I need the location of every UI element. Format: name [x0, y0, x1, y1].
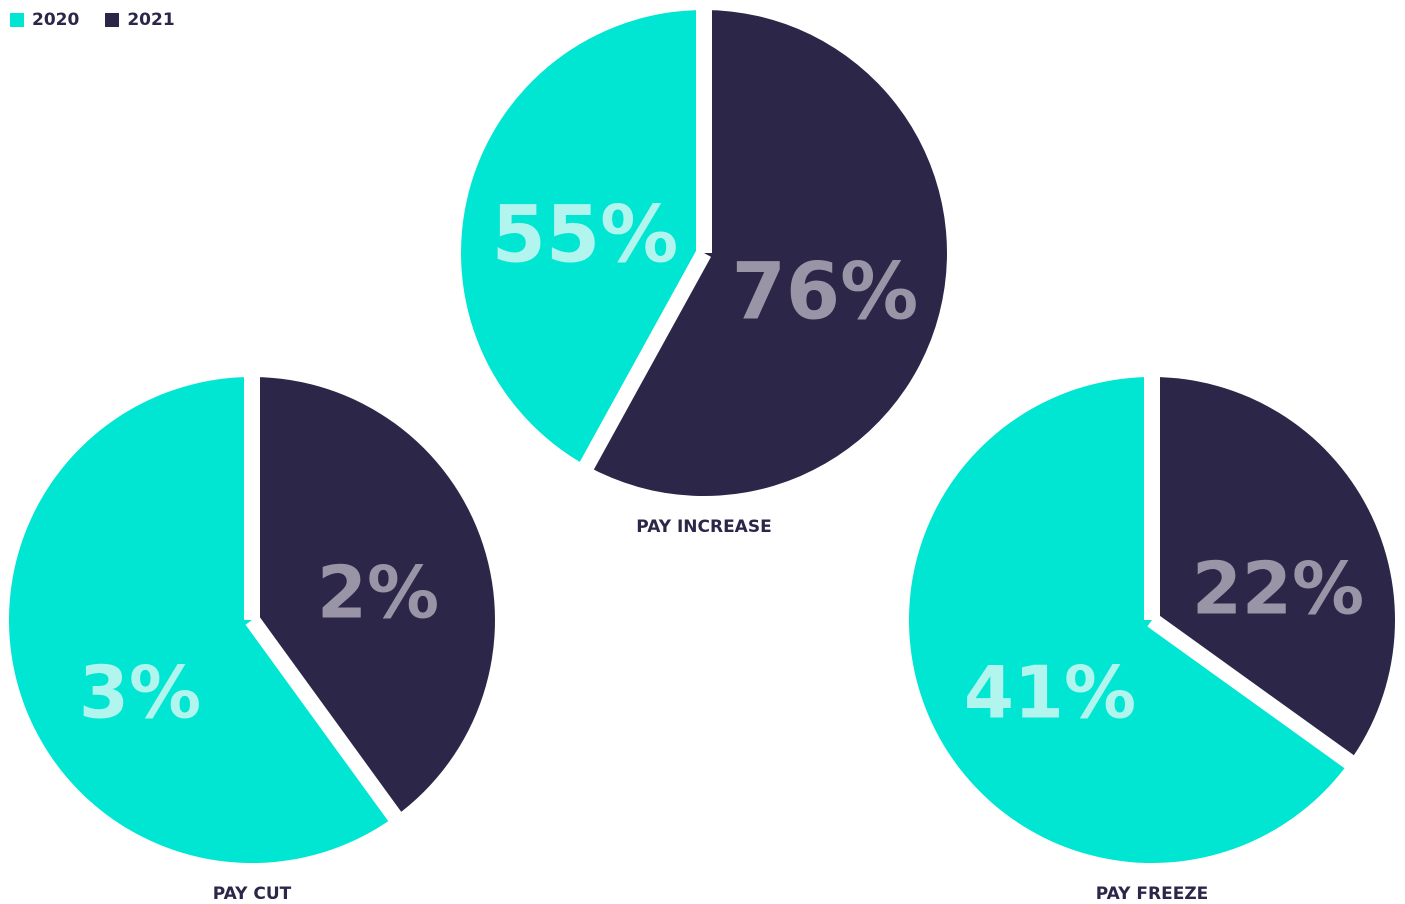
- pie-title-pay-freeze: PAY FREEZE: [1096, 884, 1209, 904]
- pie-pay-cut: 3% 2% PAY CUT: [8, 373, 495, 904]
- legend-swatch-2021: [105, 13, 120, 27]
- data-label-2021-pay-increase: 76%: [732, 247, 919, 337]
- chart-legend: 2020 2021: [10, 10, 175, 30]
- slice-2020-pay-cut: [8, 377, 395, 864]
- pie-title-pay-increase: PAY INCREASE: [636, 517, 771, 537]
- slice-2021-pay-increase: [586, 10, 948, 496]
- slice-divider-pay-cut-1: [245, 615, 404, 825]
- slice-divider-pay-increase-1: [577, 249, 712, 474]
- data-label-2021-pay-freeze: 22%: [1192, 547, 1364, 631]
- slice-divider-pay-freeze-1: [1147, 613, 1358, 771]
- pie-title-pay-cut: PAY CUT: [213, 884, 292, 904]
- slice-2021-pay-freeze: [1152, 377, 1395, 762]
- legend-label-2021: 2021: [127, 10, 175, 30]
- legend-swatch-2020: [10, 13, 24, 27]
- data-label-2020-pay-freeze: 41%: [964, 651, 1136, 735]
- data-label-2020-pay-cut: 3%: [79, 651, 201, 735]
- data-label-2021-pay-cut: 2%: [317, 551, 439, 635]
- legend-item-2021: 2021: [105, 10, 175, 30]
- data-label-2020-pay-increase: 55%: [492, 190, 679, 280]
- legend-item-2020: 2020: [10, 10, 79, 30]
- pie-pay-increase: 55% 76% PAY INCREASE: [461, 6, 948, 537]
- legend-label-2020: 2020: [32, 10, 80, 30]
- slice-2021-pay-cut: [252, 377, 495, 817]
- slice-2020-pay-freeze: [908, 377, 1350, 863]
- pie-pay-freeze: 41% 22% PAY FREEZE: [908, 373, 1395, 904]
